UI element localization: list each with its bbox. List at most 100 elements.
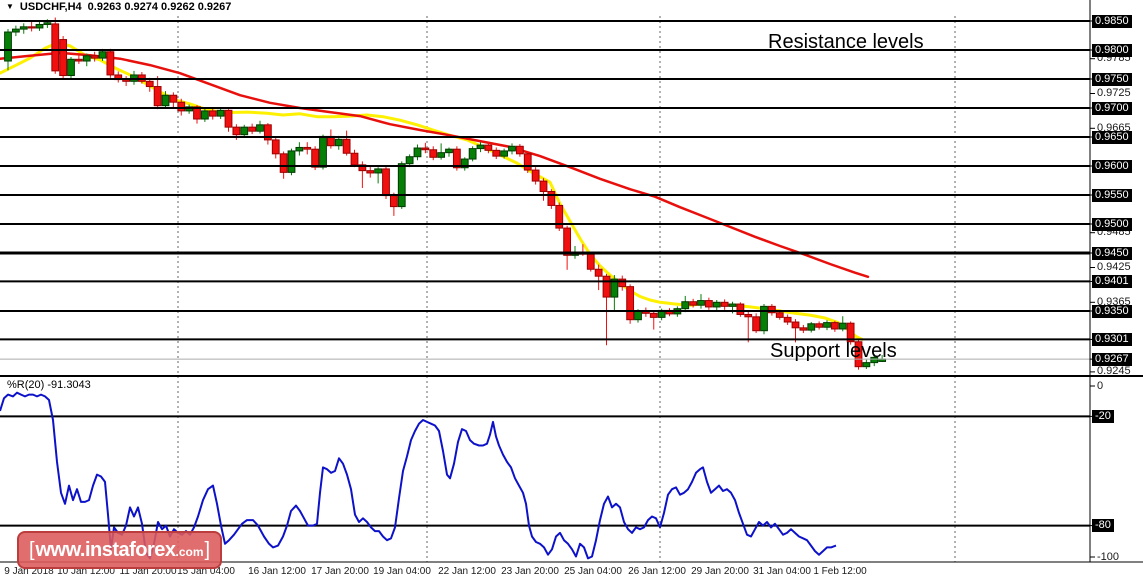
candle-body — [248, 126, 257, 132]
price-level-badge: 0.9450 — [1092, 246, 1132, 260]
candle-body — [484, 144, 493, 151]
candle-body — [193, 106, 201, 120]
candle-body — [689, 301, 698, 306]
time-label: 29 Jan 20:00 — [691, 566, 749, 577]
candle-body — [224, 109, 233, 128]
candle-body — [389, 195, 398, 208]
candle-body — [82, 55, 91, 62]
candle-body — [492, 149, 501, 157]
resistance-annotation: Resistance levels — [768, 31, 924, 53]
candle-body — [256, 124, 264, 132]
candle-body — [67, 58, 75, 77]
candle-body — [263, 124, 272, 141]
price-level-badge: 0.9700 — [1092, 101, 1132, 115]
support-annotation: Support levels — [770, 340, 897, 362]
candle-body — [445, 148, 453, 154]
price-level-badge: 0.9401 — [1092, 274, 1132, 288]
candle-body — [90, 55, 99, 59]
candle-body — [736, 303, 745, 315]
price-level-badge: 0.9600 — [1092, 159, 1132, 173]
price-tick-label: 0.9425 — [1097, 261, 1131, 273]
time-label: 23 Jan 20:00 — [501, 566, 559, 577]
candle-body — [279, 153, 288, 173]
candle-body — [374, 168, 383, 174]
candle-body — [319, 135, 327, 168]
candle-body — [460, 158, 469, 169]
indicator-label: %R(20) -91.3043 — [7, 379, 91, 391]
candle-body — [586, 253, 595, 270]
candle-body — [610, 278, 619, 298]
candle-body — [216, 109, 225, 117]
candle-body — [468, 148, 477, 160]
candle-body — [563, 227, 572, 256]
candle-body — [799, 327, 808, 331]
price-tick-label: 0.9725 — [1097, 87, 1131, 99]
time-label: 26 Jan 12:00 — [628, 566, 686, 577]
candle-body — [594, 268, 603, 277]
time-label: 1 Feb 12:00 — [813, 566, 867, 577]
candle-body — [153, 86, 162, 107]
time-label: 9 Jan 2018 — [4, 566, 54, 577]
watermark-text: www.instaforex.com — [35, 538, 204, 561]
candle-body — [775, 312, 784, 318]
indicator-level-badge: -80 — [1092, 519, 1114, 533]
time-label: 17 Jan 20:00 — [311, 566, 369, 577]
indicator-tick-label: -100 — [1097, 550, 1120, 563]
indicator-tick-label: 0 — [1097, 379, 1104, 392]
symbol-dropdown-icon[interactable]: ▼ — [6, 2, 14, 11]
candle-body — [145, 80, 154, 88]
price-level-badge: 0.9850 — [1092, 14, 1132, 28]
candle-body — [240, 126, 249, 136]
candle-body — [830, 322, 839, 330]
candle-body — [547, 191, 556, 206]
symbol-header: ▼ USDCHF,H4 0.9263 0.9274 0.9262 0.9267 — [6, 1, 231, 13]
candle-body — [744, 313, 753, 318]
candle-body — [271, 139, 280, 155]
candle-body — [649, 312, 658, 318]
candle-body — [870, 356, 879, 364]
candle-body — [405, 156, 414, 165]
candle-body — [681, 301, 690, 310]
candle-body — [854, 341, 863, 368]
candle-body — [634, 310, 642, 321]
candle-body — [531, 169, 540, 182]
price-level-badge: 0.9650 — [1092, 130, 1132, 144]
candle-body — [760, 305, 768, 332]
candle-body — [720, 301, 729, 307]
candle-body — [846, 322, 855, 343]
candle-body — [862, 362, 871, 368]
candle-body — [500, 150, 509, 157]
candle-body — [807, 323, 816, 331]
time-label: 22 Jan 12:00 — [438, 566, 496, 577]
watermark-bracket-right: ] — [204, 539, 210, 561]
candle-body — [98, 51, 107, 59]
symbol-timeframe-label: USDCHF,H4 — [19, 1, 82, 13]
candle-body — [697, 300, 705, 306]
candle-body — [397, 163, 406, 208]
time-label: 10 Jan 12:00 — [57, 566, 115, 577]
candle-body — [295, 146, 304, 152]
candle-body — [791, 321, 800, 329]
candle-body — [35, 23, 44, 29]
candle-body — [208, 110, 217, 117]
indicator-name: %R(20) — [7, 379, 45, 391]
candle-body — [712, 301, 721, 308]
time-label: 15 Jan 04:00 — [177, 566, 235, 577]
candle-body — [27, 26, 36, 29]
candle-body — [51, 23, 60, 72]
candle-body — [523, 153, 532, 171]
candle-body — [350, 152, 359, 166]
time-label: 25 Jan 04:00 — [564, 566, 622, 577]
candle-body — [232, 126, 241, 136]
candle-body — [382, 168, 390, 197]
candle-body — [602, 275, 611, 298]
price-level-badge: 0.9500 — [1092, 217, 1132, 231]
candle-body — [752, 316, 761, 332]
candle-body — [4, 31, 12, 62]
candle-body — [452, 148, 461, 169]
time-label: 16 Jan 12:00 — [248, 566, 306, 577]
time-label: 19 Jan 04:00 — [373, 566, 431, 577]
indicator-level-badge: -20 — [1092, 409, 1114, 423]
candle-body — [106, 51, 115, 76]
